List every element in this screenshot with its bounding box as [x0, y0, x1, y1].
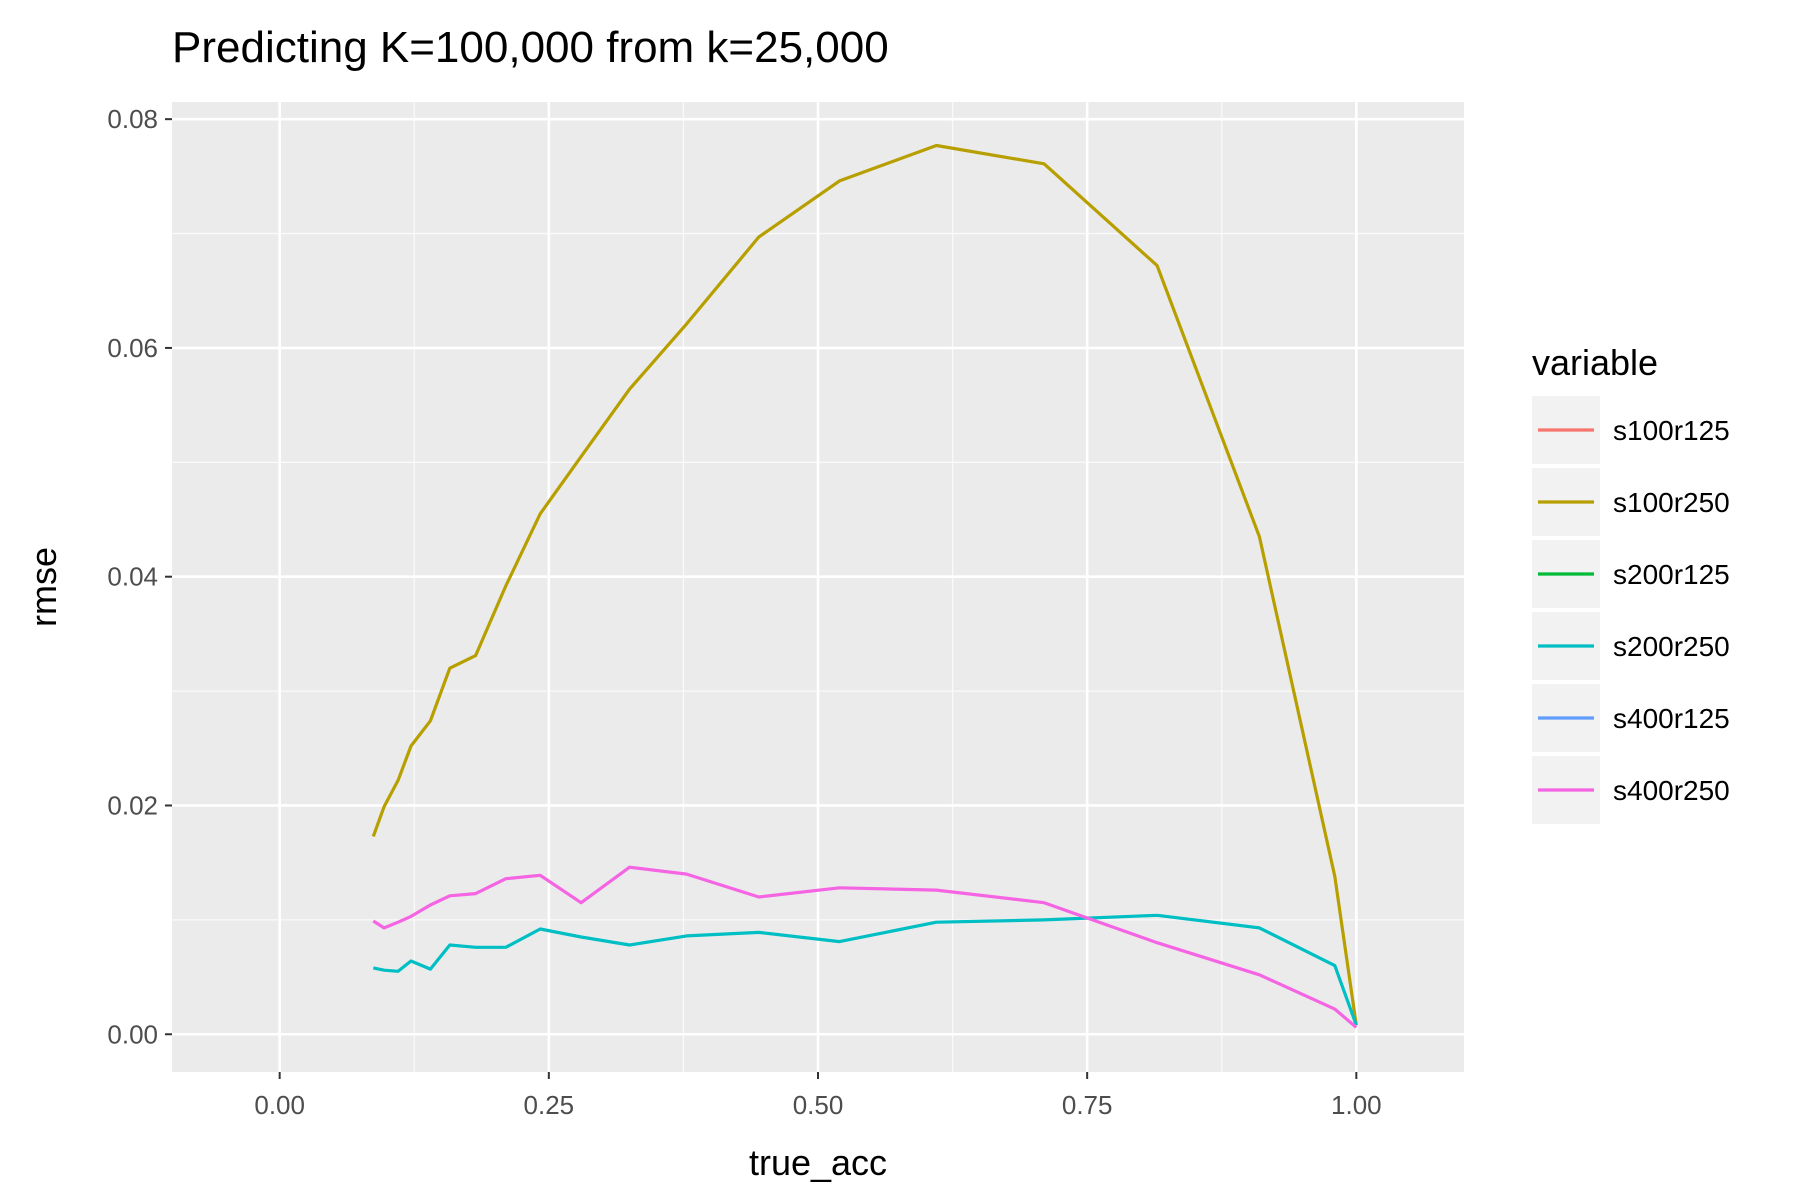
y-tick-label: 0.08	[107, 104, 158, 134]
legend-label: s100r250	[1613, 487, 1730, 518]
series-line-s200r250	[372, 913, 1358, 1026]
legend-title: variable	[1532, 342, 1658, 383]
x-tick-label: 0.50	[793, 1090, 844, 1120]
legend-item: s400r125	[1532, 684, 1730, 752]
legend-item: s200r125	[1532, 540, 1730, 608]
series-lines	[371, 143, 1358, 1029]
legend-label: s200r125	[1613, 559, 1730, 590]
chart-title: Predicting K=100,000 from k=25,000	[172, 23, 889, 72]
legend-item: s100r125	[1532, 396, 1730, 464]
x-tick-label: 0.25	[524, 1090, 575, 1120]
legend-label: s400r250	[1613, 775, 1730, 806]
legend-label: s100r125	[1613, 415, 1730, 446]
legend-item: s100r250	[1532, 468, 1730, 536]
x-tick-label: 0.75	[1062, 1090, 1113, 1120]
y-tick-label: 0.02	[107, 790, 158, 820]
legend-label: s200r250	[1613, 631, 1730, 662]
y-axis: 0.00 0.02 0.04 0.06 0.08	[107, 104, 172, 1049]
x-axis-title: true_acc	[749, 1142, 887, 1183]
x-tick-label: 1.00	[1331, 1090, 1382, 1120]
legend: variable s100r125 s100r250 s200r125 s200r25…	[1532, 342, 1730, 824]
legend-item: s200r250	[1532, 612, 1730, 680]
x-axis: 0.00 0.25 0.50 0.75 1.00	[254, 1072, 1382, 1120]
x-tick-label: 0.00	[254, 1090, 305, 1120]
legend-items: s100r125 s100r250 s200r125 s200r250 s400r125…	[1532, 396, 1730, 824]
series-line-s400r250	[372, 865, 1358, 1029]
y-tick-label: 0.00	[107, 1019, 158, 1049]
series-line-s100r250	[371, 143, 1358, 1026]
major-gridlines	[172, 102, 1464, 1072]
legend-item: s400r250	[1532, 756, 1730, 824]
y-axis-title: rmse	[23, 547, 64, 627]
legend-label: s400r125	[1613, 703, 1730, 734]
y-tick-label: 0.06	[107, 333, 158, 363]
y-tick-label: 0.04	[107, 562, 158, 592]
